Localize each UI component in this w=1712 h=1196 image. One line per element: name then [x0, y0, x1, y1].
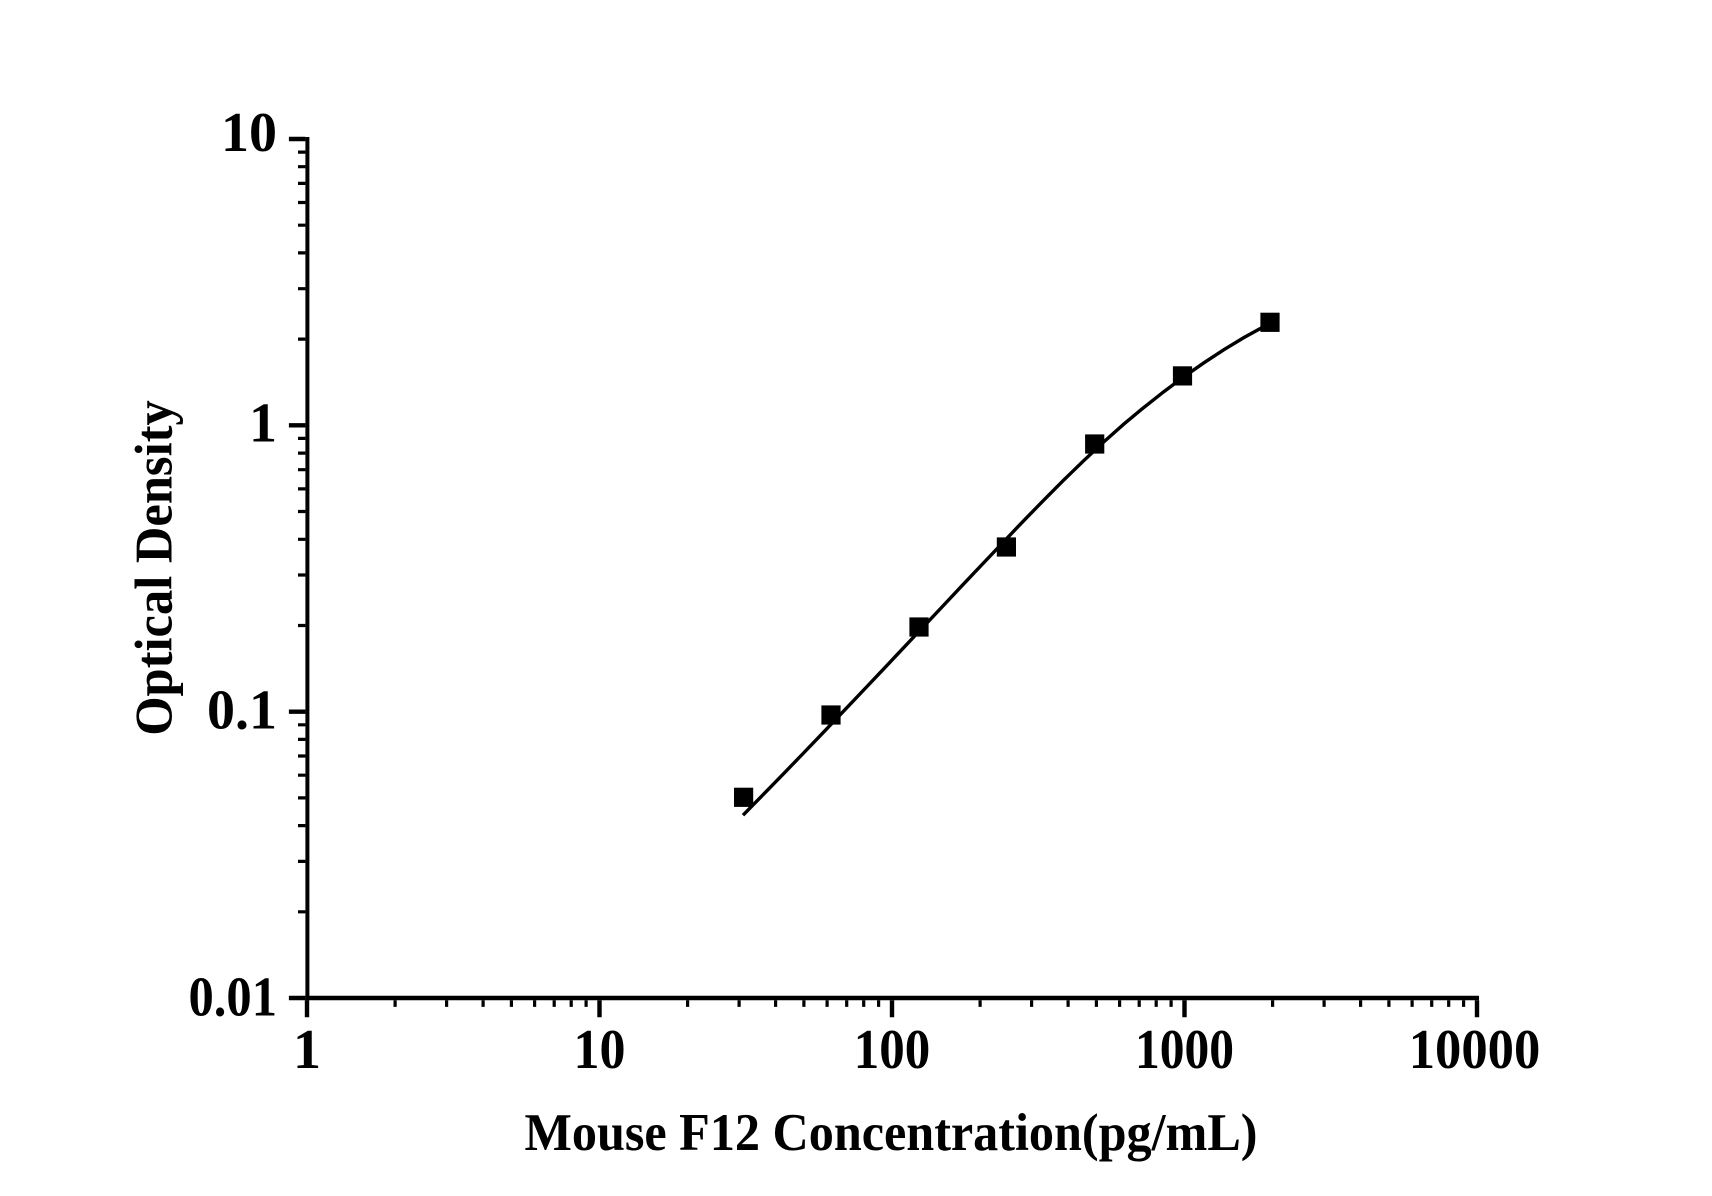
svg-text:Optical Density: Optical Density	[123, 400, 183, 736]
svg-text:Mouse F12 Concentration(pg/mL): Mouse F12 Concentration(pg/mL)	[525, 1102, 1258, 1162]
svg-text:1: 1	[249, 393, 277, 455]
svg-text:10: 10	[574, 1019, 626, 1081]
svg-text:0.01: 0.01	[189, 967, 278, 1029]
svg-text:1: 1	[293, 1019, 321, 1081]
svg-text:0.1: 0.1	[207, 680, 277, 742]
svg-text:10: 10	[221, 102, 277, 164]
svg-text:100: 100	[854, 1019, 931, 1081]
svg-text:1000: 1000	[1135, 1019, 1234, 1081]
svg-text:10000: 10000	[1409, 1019, 1541, 1081]
